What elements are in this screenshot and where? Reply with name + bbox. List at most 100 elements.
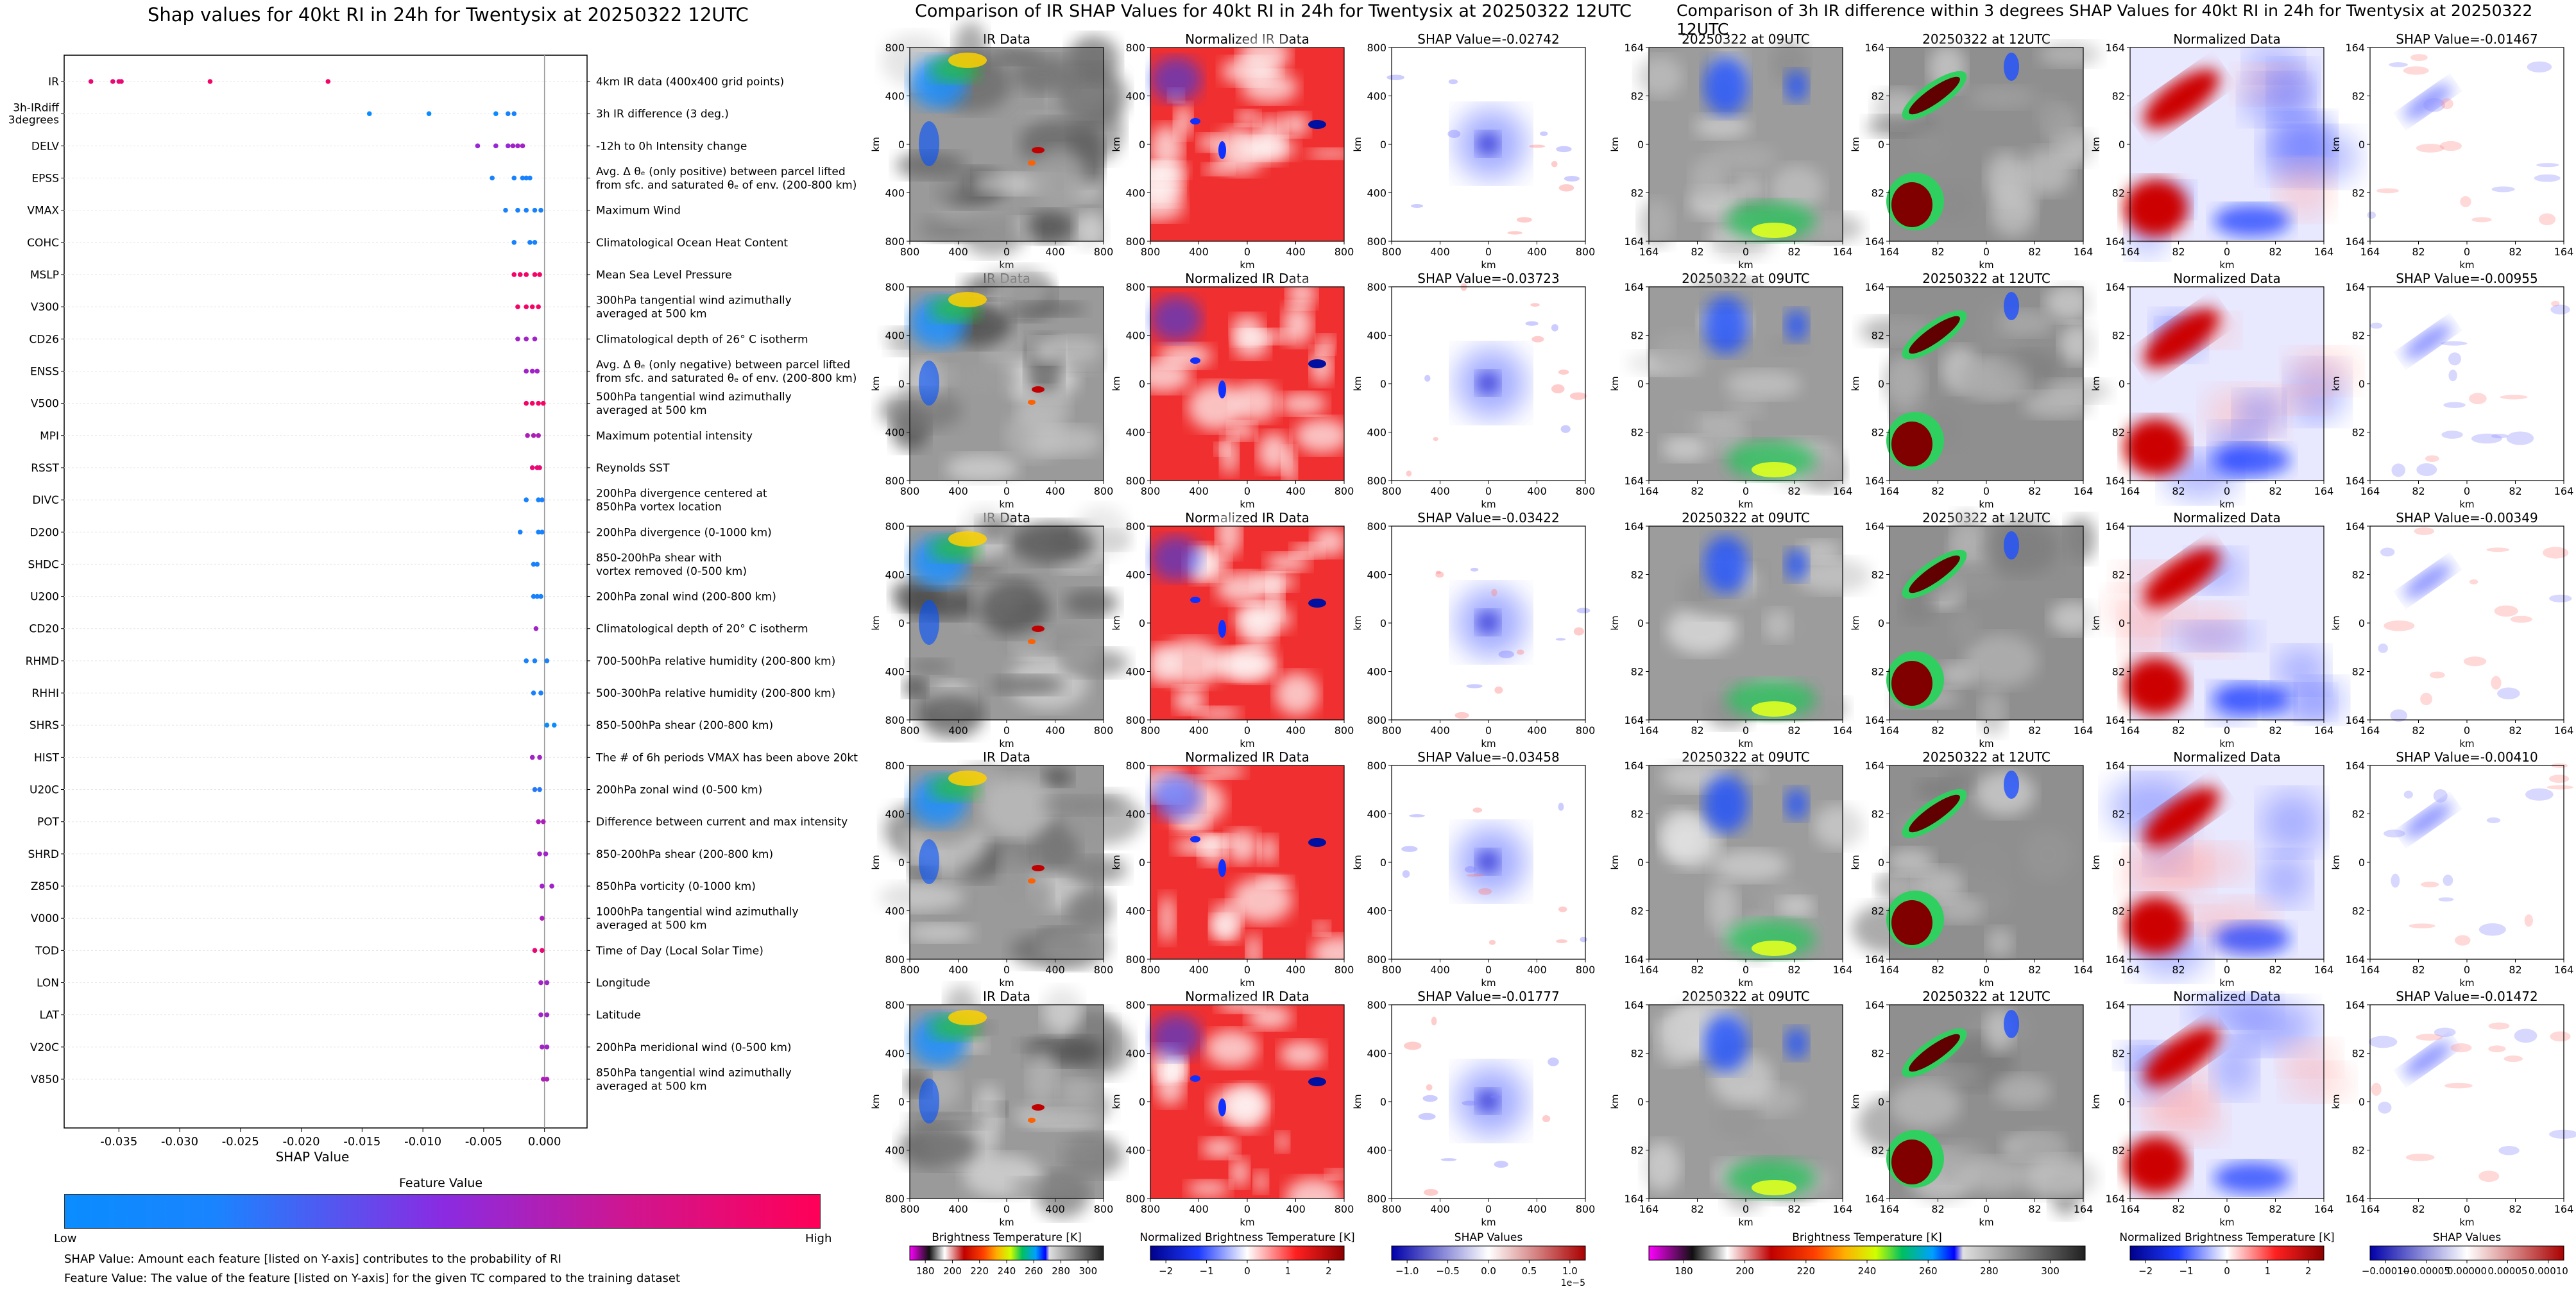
shap-point [529, 465, 535, 470]
shap-speck [1558, 370, 1569, 375]
norm-patch [1216, 998, 1262, 1013]
diff-cold [1785, 309, 1808, 341]
x-tick-label: 800 [1382, 724, 1402, 737]
ir-core [1028, 400, 1036, 405]
dshap-speck [2549, 774, 2570, 783]
x-tick-label: 400 [1527, 485, 1547, 497]
feature-code-label: U200 [30, 591, 59, 604]
y-tick-label: 164 [1864, 520, 1884, 533]
y-axis-label: km [2090, 137, 2102, 151]
y-axis-label: km [1352, 615, 1363, 630]
shap-point [531, 593, 536, 599]
feature-description-label: 500hPa tangential wind azimuthally [596, 391, 792, 404]
y-tick-label: 82 [2352, 90, 2365, 103]
x-tick-label: 82 [2172, 1203, 2185, 1215]
shap-point [538, 593, 543, 599]
ir-cloud [980, 777, 1053, 839]
diff-cloud [1651, 331, 1710, 376]
shap-point [532, 787, 538, 792]
panel-title: SHAP Value=-0.03723 [1417, 271, 1559, 286]
diff-panel: 20250322 at 09UTC1641648282008282164164k… [1609, 989, 1852, 1228]
x-tick-label: 82 [1691, 485, 1703, 497]
x-tick-label: 164 [1639, 246, 1659, 258]
diff-cloud [1950, 611, 1979, 645]
shap-speck [1573, 627, 1584, 636]
panel-title: Normalized IR Data [1185, 510, 1309, 525]
shap-speck [1556, 146, 1572, 153]
y-tick-label: 800 [885, 760, 905, 772]
y-tick-label: 0 [1139, 617, 1145, 629]
dshap-speck [2536, 163, 2559, 167]
y-axis-label: km [870, 615, 882, 630]
y-tick-label: 400 [1125, 808, 1145, 821]
norm-patch [1135, 359, 1191, 393]
shap-point [524, 207, 529, 213]
shap-point [544, 722, 550, 728]
colorbar-tick-label: −0.00005 [2402, 1265, 2450, 1277]
shap-speck [1424, 375, 1431, 382]
y-tick-label: 800 [1367, 235, 1386, 248]
diff-cloud [1666, 606, 1737, 654]
diff-cloud [1883, 355, 1925, 407]
norm-cold [1308, 599, 1326, 608]
y-axis-label: km [1850, 615, 1861, 630]
dshap-speck [2510, 615, 2532, 623]
dnorm-warm [2124, 658, 2188, 715]
feature-description-label: 850-200hPa shear (200-800 km) [596, 848, 773, 861]
shap-speck [1472, 807, 1483, 813]
norm-patch [1275, 1132, 1290, 1152]
y-tick-label: 82 [2112, 187, 2125, 200]
x-tick-label: -0.015 [343, 1135, 380, 1148]
shap-speck [1576, 608, 1591, 613]
feature-code-label: POT [37, 816, 60, 829]
x-axis-label: km [1738, 1216, 1753, 1228]
dshap-speck [2478, 923, 2506, 936]
ir-cold-top [948, 292, 987, 307]
y-axis-label: km [1609, 376, 1621, 391]
shap-point [531, 690, 536, 696]
y-axis-label: km [1609, 137, 1621, 151]
shap-point [537, 787, 542, 792]
x-tick-label: 0 [1003, 1203, 1010, 1215]
norm-patch [1186, 1181, 1231, 1197]
ir-cloud [1030, 148, 1088, 211]
y-tick-label: 164 [2345, 760, 2365, 772]
colorbar-tick-label: 260 [1025, 1265, 1043, 1277]
dnorm-patch [2275, 161, 2333, 219]
feature-value-high-label: High [805, 1232, 832, 1245]
norm-cold [1190, 597, 1200, 603]
x-tick-label: 800 [1576, 724, 1596, 737]
y-tick-label: 82 [1872, 1048, 1884, 1060]
feature-code-label: RHHI [32, 687, 59, 700]
panel-title: Normalized IR Data [1185, 271, 1309, 286]
dshap-speck [2494, 605, 2518, 617]
colorbar-tick-label: 0.00005 [2487, 1265, 2527, 1277]
ir-core [1032, 626, 1045, 632]
y-tick-label: 400 [1125, 187, 1145, 200]
dshap-speck [2403, 790, 2413, 799]
y-tick-label: 800 [1125, 520, 1145, 533]
shap-speck [1558, 906, 1567, 912]
diff-storm-core [1891, 1140, 1932, 1184]
dshap-speck [2384, 620, 2415, 631]
x-axis-label: km [999, 738, 1014, 749]
x-tick-label: 164 [1833, 964, 1853, 976]
x-tick-label: 82 [2028, 724, 2041, 737]
x-tick-label: 0 [1244, 485, 1250, 497]
y-tick-label: 164 [1864, 281, 1884, 293]
x-tick-label: 82 [2269, 485, 2282, 497]
shap-point [532, 658, 538, 663]
shap-speck [1409, 814, 1426, 817]
diff-cloud [1732, 175, 1764, 203]
diff-storm-core [1891, 661, 1932, 706]
shap-point [540, 948, 545, 953]
norm-patch [1283, 303, 1313, 345]
dshap-speck [2376, 188, 2400, 194]
y-tick-label: 400 [1125, 666, 1145, 678]
feature-code-label: RSST [31, 462, 59, 475]
y-tick-label: 82 [1631, 569, 1644, 581]
shap-point [537, 272, 542, 277]
y-axis-label: km [1352, 376, 1363, 391]
